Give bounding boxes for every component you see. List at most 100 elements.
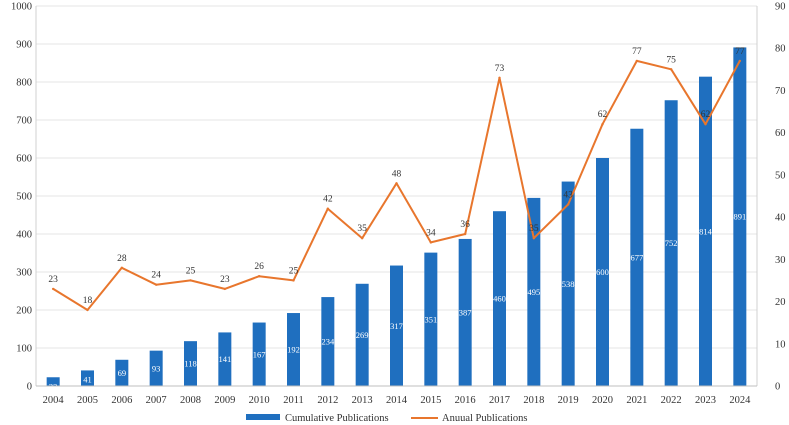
bar-series-cumulative (46, 47, 747, 387)
bar-label: 69 (118, 368, 127, 378)
right-tick-label: 0 (775, 382, 780, 393)
line-point (463, 232, 467, 236)
bar-label: 118 (184, 359, 196, 369)
bar-label: 351 (424, 314, 437, 324)
line-point (429, 241, 433, 244)
line-label: 36 (460, 220, 470, 230)
line-point (292, 279, 295, 282)
bar (561, 181, 575, 386)
x-tick-label: 2022 (661, 395, 682, 406)
right-tick-label: 40 (775, 213, 786, 224)
bar-label: 460 (493, 294, 506, 304)
line-point (86, 308, 89, 312)
x-tick-label: 2006 (111, 395, 132, 406)
line-label: 75 (666, 55, 676, 65)
x-tick-label: 2015 (420, 395, 441, 406)
line-point (360, 237, 364, 240)
legend-label-cumulative: Cumulative Publications (285, 413, 389, 424)
line-label: 62 (701, 110, 711, 120)
bar-label: 538 (562, 279, 575, 289)
left-y-axis: 0 100 200 300 400 500 600 700 800 900 1000 (11, 2, 37, 393)
bar-label: 234 (321, 337, 335, 347)
x-tick-label: 2024 (729, 395, 751, 406)
x-tick-label: 2013 (352, 395, 373, 406)
bar-label: 192 (287, 345, 300, 355)
line-point (498, 76, 501, 79)
line-label: 25 (186, 266, 196, 276)
line-label: 23 (220, 275, 230, 285)
line-point (704, 123, 707, 126)
left-tick-label: 200 (16, 306, 32, 317)
line-label: 73 (495, 64, 505, 74)
x-tick-label: 2011 (283, 395, 304, 406)
bar (184, 341, 197, 386)
line-label: 26 (254, 262, 264, 272)
line-label: 62 (598, 110, 608, 120)
line-label: 34 (426, 228, 436, 238)
line-point (566, 203, 570, 206)
right-tick-label: 60 (775, 128, 786, 139)
bar-label: 317 (390, 321, 403, 331)
left-tick-label: 300 (16, 268, 32, 279)
x-tick-label: 2007 (146, 395, 167, 406)
bar (287, 313, 300, 386)
line-label: 23 (48, 275, 58, 285)
legend-swatch-cumulative (246, 414, 280, 420)
left-tick-label: 500 (16, 192, 32, 203)
x-tick-label: 2020 (592, 395, 613, 406)
line-label: 77 (632, 47, 642, 57)
bar (733, 47, 747, 387)
line-label: 43 (563, 190, 573, 200)
legend: Cumulative Publications Anuual Publicati… (246, 413, 527, 424)
line-point (635, 59, 639, 63)
line-point (326, 207, 330, 210)
x-tick-label: 2005 (77, 395, 98, 406)
right-y-axis: 0 10 20 30 40 50 60 70 80 90 (756, 2, 786, 393)
right-tick-label: 80 (775, 44, 786, 55)
line-point (120, 266, 124, 269)
line-point (532, 237, 536, 240)
bar (390, 265, 403, 386)
line-label: 35 (529, 224, 539, 234)
line-label: 24 (151, 271, 161, 281)
line-point (51, 287, 55, 291)
bar (218, 332, 232, 386)
x-tick-label: 2010 (249, 395, 270, 406)
bar (664, 100, 678, 387)
bar-label: 93 (152, 363, 161, 373)
bar (252, 322, 266, 386)
x-tick-label: 2018 (523, 395, 544, 406)
bar-label: 495 (527, 287, 540, 297)
x-tick-label: 2021 (626, 395, 647, 406)
line-point (738, 59, 742, 63)
bar-label: 41 (83, 374, 92, 384)
x-tick-label: 2017 (489, 395, 510, 406)
line-point (669, 68, 673, 71)
bar-label: 677 (630, 252, 643, 262)
x-axis: 2004 2005 2006 2007 2008 2009 2010 2011 2012 2013… (36, 385, 757, 406)
bar (46, 377, 60, 386)
x-tick-label: 2023 (695, 395, 716, 406)
left-tick-label: 700 (16, 116, 32, 127)
line-point (223, 287, 227, 291)
bar (493, 211, 506, 386)
bar (630, 128, 644, 387)
line-point (257, 275, 261, 278)
right-tick-label: 20 (775, 297, 786, 308)
x-tick-label: 2014 (386, 395, 408, 406)
gridlines (36, 5, 757, 387)
bar (596, 158, 609, 386)
line-point (189, 279, 192, 282)
bar (424, 252, 438, 386)
bar (115, 359, 129, 386)
bar (149, 350, 163, 386)
bar (527, 197, 541, 386)
line-label: 18 (83, 296, 93, 306)
left-tick-label: 100 (16, 344, 32, 355)
left-tick-label: 800 (16, 78, 32, 89)
x-tick-label: 2008 (180, 395, 201, 406)
left-tick-label: 600 (16, 154, 32, 165)
bar-label: 752 (665, 238, 678, 248)
